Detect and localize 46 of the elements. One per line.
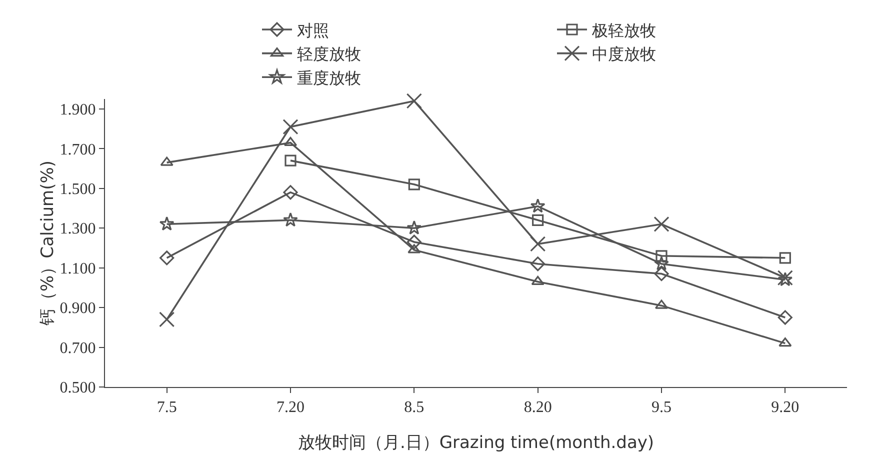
point [282,119,298,135]
point [283,185,298,200]
y-tick-label: 1.900 [60,102,96,119]
point [160,250,174,266]
legend-label: 极轻放牧 [591,20,656,40]
legend-label: 对照 [297,20,329,40]
y-tick-label: 1.300 [60,220,96,238]
point [654,266,669,282]
x-tick-label: 7.5 [156,399,177,416]
x-axis-title: 放牧时间（月.日）Grazing time(month.day) [298,433,654,453]
point [406,220,422,235]
legend-label: 重度放牧 [297,68,361,88]
point [408,178,420,190]
y-tick-label: 0.700 [60,340,96,357]
point [654,256,669,270]
point [530,198,546,213]
x-tick-label: 7.20 [276,399,304,416]
x-tick-label: 9.5 [652,399,672,416]
y-tick-label: 1.500 [60,180,96,198]
point [406,234,422,250]
point [406,93,422,109]
x-tick-label: 9.20 [771,399,800,416]
point [408,244,421,254]
point [656,250,668,262]
y-tick-label: 1.100 [60,260,96,278]
point [284,154,296,166]
point [654,216,670,232]
point [531,276,544,286]
point [530,236,546,252]
point [159,312,175,328]
y-axis-title: 钙（%）Calcium(%) [38,160,58,326]
legend-label: 轻度放牧 [297,44,361,64]
point [778,310,792,325]
x-tick-label: 8.20 [524,399,552,416]
point [159,216,174,231]
legend-label: 中度放牧 [592,44,656,64]
point [530,256,546,272]
y-tick-label: 1.700 [60,141,96,158]
point [778,338,792,347]
point [283,212,298,227]
x-tick-label: 8.5 [404,399,424,416]
point [160,156,174,166]
point [779,252,791,264]
y-tick-label: 0.900 [60,300,96,318]
point [532,214,544,226]
y-tick-label: 0.500 [60,380,96,397]
